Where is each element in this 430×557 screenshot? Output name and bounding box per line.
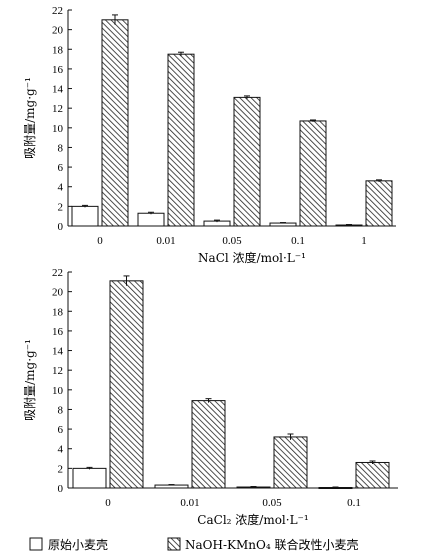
y-tick-label: 2: [58, 463, 64, 475]
y-tick-label: 20: [52, 287, 64, 299]
bar-hatched: [355, 461, 390, 489]
legend-label-hatched: NaOH-KMnO₄ 联合改性小麦壳: [185, 537, 358, 552]
x-tick-label: 0: [97, 235, 103, 247]
y-tick-label: 22: [52, 5, 63, 17]
bar-plain: [71, 205, 99, 227]
y-axis-title: 吸附量/mg·g⁻¹: [23, 77, 37, 159]
y-tick-label: 2: [58, 201, 64, 213]
chart-cacl2: 0 2 4 6 8 10 12 14 16 18 20 22 0 0.01 0.05 0.1 CaCl₂ 浓度/…: [23, 267, 398, 527]
y-tick-label: 22: [52, 267, 63, 279]
y-tick-label: 8: [58, 404, 64, 416]
y-tick-label: 0: [58, 483, 64, 495]
x-tick-label: 0.1: [347, 497, 361, 509]
y-tick-label: 20: [52, 25, 64, 37]
bar-hatched: [299, 120, 327, 227]
chart-nacl: 0 2 4 6 8 10 12 14 16 18 20 22 0 0.01 0.05 0.1 1 NaCl 浓度/…: [23, 5, 396, 265]
legend-swatch-hatched: [167, 537, 181, 551]
y-axis-title: 吸附量/mg·g⁻¹: [23, 339, 37, 421]
y-tick-label: 12: [52, 365, 63, 377]
bar-hatched: [273, 436, 308, 489]
x-tick-label: 0.05: [222, 235, 242, 247]
bar-hatched: [109, 280, 144, 489]
x-tick-label: 0.01: [156, 235, 175, 247]
y-tick-label: 8: [58, 142, 64, 154]
y-tick-label: 6: [58, 162, 64, 174]
legend: 原始小麦壳 NaOH-KMnO₄ 联合改性小麦壳: [29, 537, 358, 552]
x-tick-label: 0.01: [180, 497, 199, 509]
y-tick-label: 14: [52, 84, 64, 96]
bar-plain: [137, 212, 165, 227]
x-axis-title: NaCl 浓度/mol·L⁻¹: [198, 250, 306, 265]
bar-hatched: [101, 19, 129, 227]
y-tick-label: 10: [52, 385, 64, 397]
bar-hatched: [365, 180, 393, 227]
y-tick-label: 12: [52, 103, 63, 115]
legend-label-plain: 原始小麦壳: [48, 538, 108, 552]
y-tick-label: 14: [52, 346, 64, 358]
x-tick-label: 0.05: [262, 497, 282, 509]
x-tick-label: 1: [361, 235, 367, 247]
y-tick-label: 4: [58, 444, 64, 456]
y-tick-label: 16: [52, 326, 64, 338]
y-tick-label: 16: [52, 64, 64, 76]
y-tick-label: 0: [58, 221, 64, 233]
y-tick-label: 10: [52, 123, 64, 135]
bar-hatched: [191, 400, 226, 489]
y-tick-label: 4: [58, 182, 64, 194]
bar-plain: [72, 467, 107, 489]
bar-hatched: [233, 96, 261, 227]
x-tick-label: 0: [105, 497, 111, 509]
x-tick-label: 0.1: [291, 235, 305, 247]
y-tick-label: 18: [52, 44, 64, 56]
legend-swatch-plain: [29, 537, 43, 551]
bar-hatched: [167, 53, 195, 227]
y-tick-label: 18: [52, 306, 64, 318]
y-tick-label: 6: [58, 424, 64, 436]
x-axis-title: CaCl₂ 浓度/mol·L⁻¹: [197, 512, 308, 527]
